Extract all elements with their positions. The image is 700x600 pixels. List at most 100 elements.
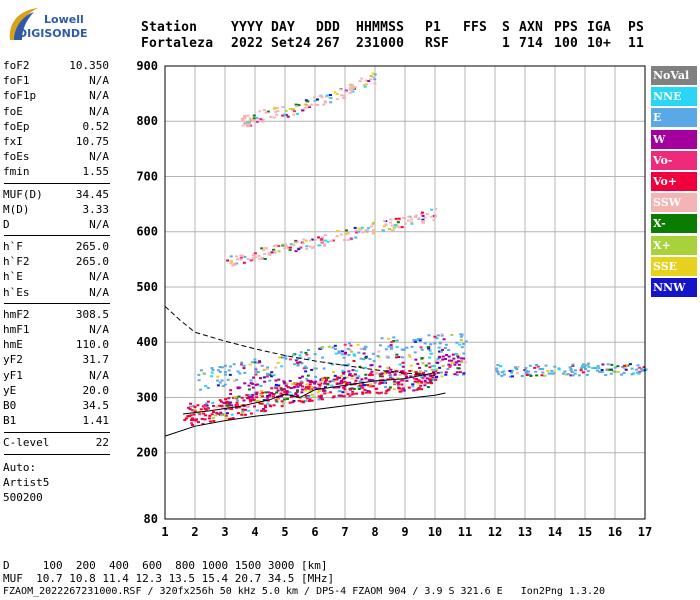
echo-point (396, 384, 400, 387)
echo-point (377, 392, 381, 395)
echo-point (253, 391, 257, 394)
echo-point (536, 365, 540, 368)
echo-point (553, 365, 557, 368)
echo-point (232, 396, 236, 399)
echo-point (604, 373, 608, 376)
echo-point (376, 355, 380, 358)
x-tick-label: 3 (221, 525, 228, 539)
echo-point (275, 113, 279, 116)
echo-point (296, 389, 300, 392)
echo-point (358, 365, 362, 368)
echo-point (358, 380, 362, 383)
echo-point (295, 105, 299, 108)
echo-point (333, 348, 337, 351)
echo-point (497, 373, 501, 376)
echo-point (202, 372, 206, 375)
echo-point (460, 357, 464, 360)
echo-point (228, 373, 232, 376)
param-row: foEs N/A (3, 149, 109, 164)
echo-point (423, 384, 427, 387)
echo-point (226, 406, 230, 409)
param-value: 20.0 (82, 383, 110, 397)
param-label: fxI (3, 134, 23, 148)
echo-point (322, 367, 326, 370)
echo-point (253, 361, 257, 364)
echo-point (538, 368, 542, 371)
echo-point (630, 373, 634, 376)
param-row: hmE 110.0 (3, 337, 109, 352)
echo-point (211, 417, 215, 420)
echo-point (224, 408, 228, 411)
echo-point (222, 401, 226, 404)
echo-point (632, 372, 636, 375)
echo-point (323, 243, 327, 246)
echo-point (417, 387, 421, 390)
echo-point (262, 253, 266, 256)
echo-point (435, 359, 439, 362)
echo-point (262, 399, 266, 402)
echo-point (371, 72, 375, 75)
echo-point (282, 380, 286, 383)
echo-point (276, 361, 280, 364)
echo-point (362, 84, 366, 87)
echo-point (252, 119, 256, 122)
echo-point (636, 364, 640, 367)
echo-point (321, 236, 325, 239)
echo-point (332, 395, 336, 398)
echo-point (343, 343, 347, 346)
header-value: 1 (502, 36, 511, 51)
echo-point (312, 96, 316, 99)
echo-point (210, 367, 214, 370)
echo-point (364, 83, 368, 86)
echo-point (251, 396, 255, 399)
echo-point (540, 374, 544, 377)
echo-point (250, 119, 254, 122)
echo-point (577, 374, 581, 377)
echo-point (440, 333, 444, 336)
header-label: PPS (554, 20, 579, 35)
echo-point (321, 388, 325, 391)
echo-point (447, 349, 451, 352)
echo-point (359, 228, 363, 231)
echo-point (339, 381, 343, 384)
echo-point (247, 388, 251, 391)
echo-point (339, 88, 343, 91)
echo-point (441, 358, 445, 361)
echo-point (274, 385, 278, 388)
echo-point (305, 245, 309, 248)
echo-point (418, 339, 422, 342)
echo-point (196, 404, 200, 407)
echo-point (367, 390, 371, 393)
echo-point (428, 366, 432, 369)
echo-point (427, 362, 431, 365)
param-value: N/A (89, 270, 109, 284)
echo-point (247, 384, 251, 387)
echo-point (289, 395, 293, 398)
echo-point (350, 393, 354, 396)
param-label: yF1 (3, 368, 23, 382)
profile-curve (182, 372, 436, 415)
echo-point (389, 375, 393, 378)
echo-point (189, 405, 193, 408)
echo-point (301, 242, 305, 245)
echo-point (296, 363, 300, 366)
echo-point (357, 227, 361, 230)
echo-point (384, 348, 388, 351)
echo-point (340, 382, 344, 385)
echo-point (385, 389, 389, 392)
echo-point (623, 366, 627, 369)
echo-point (566, 373, 570, 376)
echo-point (305, 397, 309, 400)
echo-point (349, 86, 353, 89)
echo-point (295, 383, 299, 386)
echo-point (581, 371, 585, 374)
echo-point (379, 391, 383, 394)
polarization-legend: NoVal NNE E W Vo- Vo+ SSW X- X+ SSE NNW (651, 66, 697, 299)
echo-point (239, 254, 243, 257)
echo-point (277, 244, 281, 247)
echo-point (306, 379, 310, 382)
header-value: 714 (519, 36, 544, 51)
header-value: 231000 (356, 36, 405, 51)
echo-point (356, 376, 360, 379)
echo-point (251, 393, 255, 396)
